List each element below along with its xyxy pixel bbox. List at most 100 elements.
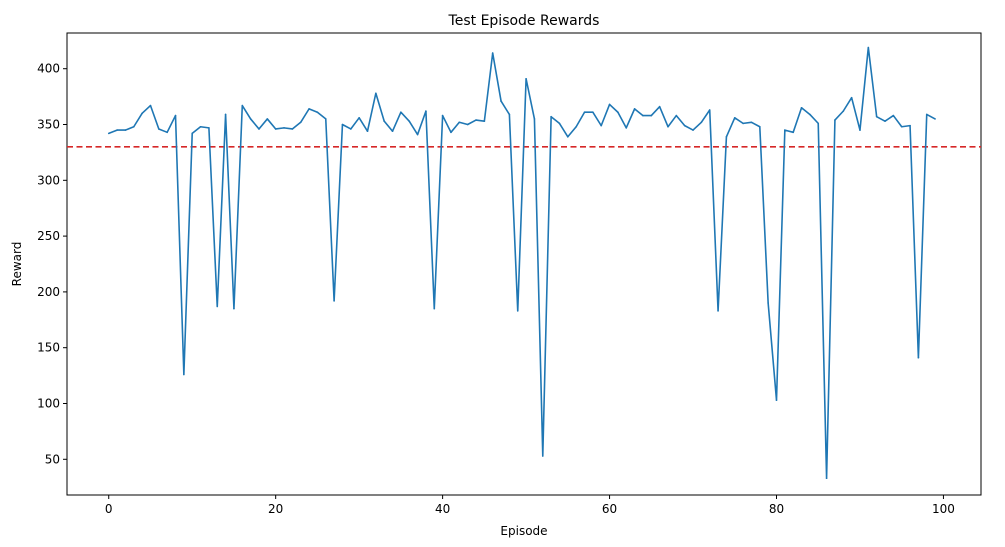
data-point [825, 477, 828, 480]
data-point [800, 106, 803, 109]
data-point [875, 115, 878, 118]
data-point [692, 129, 694, 131]
data-point [258, 128, 260, 130]
data-point [475, 119, 477, 121]
data-point [550, 115, 552, 118]
data-point [316, 111, 319, 114]
y-tick-label: 50 [45, 452, 60, 466]
y-tick-label: 200 [37, 285, 60, 299]
data-point [224, 113, 227, 116]
data-point [299, 121, 302, 124]
x-tick-label: 20 [268, 502, 283, 516]
y-axis-label: Reward [10, 242, 24, 287]
data-point [558, 122, 561, 125]
data-point [767, 302, 769, 304]
data-point [917, 356, 920, 359]
data-point [809, 113, 811, 116]
data-point [817, 122, 820, 125]
data-point [733, 117, 736, 119]
data-point [892, 114, 895, 117]
y-tick-label: 100 [37, 396, 60, 410]
data-point [266, 118, 269, 120]
data-point [742, 122, 744, 125]
data-point [834, 119, 836, 121]
data-point [667, 125, 669, 128]
data-point [283, 127, 285, 129]
data-point [525, 77, 527, 80]
y-tick-label: 300 [37, 173, 60, 187]
data-point [775, 399, 778, 401]
data-point [391, 130, 394, 132]
data-point [233, 307, 235, 310]
data-point [900, 125, 903, 128]
data-point [441, 114, 444, 117]
data-point [208, 127, 210, 129]
data-point [241, 104, 244, 107]
data-point [608, 103, 611, 106]
data-point [450, 131, 452, 134]
data-point [750, 121, 753, 124]
data-point [341, 123, 344, 126]
data-point [249, 118, 252, 120]
data-point [141, 112, 143, 115]
data-point [842, 110, 845, 112]
data-point [174, 114, 177, 117]
data-point [132, 125, 135, 128]
data-point [375, 92, 377, 95]
data-point [617, 111, 619, 114]
data-point [700, 121, 703, 124]
data-point [725, 135, 728, 138]
y-axis-ticks: 50 100 150 200 250 300 350 400 [37, 62, 67, 466]
data-point [583, 111, 586, 114]
data-point [859, 129, 861, 131]
data-point [191, 132, 194, 135]
data-point [400, 111, 402, 114]
data-point [483, 120, 486, 122]
data-point [675, 114, 678, 117]
data-point [116, 129, 118, 131]
data-point [358, 117, 360, 119]
data-point [683, 124, 686, 127]
y-tick-label: 400 [37, 62, 60, 76]
data-point [642, 114, 644, 117]
data-point [717, 310, 719, 312]
data-point [792, 131, 794, 134]
data-point [934, 118, 936, 120]
data-point [541, 455, 544, 457]
data-point [592, 111, 594, 114]
data-point [884, 120, 886, 122]
data-point [625, 127, 628, 129]
data-point [466, 123, 469, 126]
data-point [425, 110, 427, 112]
data-point [274, 128, 277, 130]
data-points [107, 46, 936, 480]
x-tick-label: 40 [435, 502, 450, 516]
data-point [216, 305, 219, 308]
data-point [516, 310, 519, 312]
data-point [149, 104, 152, 107]
y-tick-label: 350 [37, 118, 60, 132]
data-point [633, 108, 636, 110]
x-tick-label: 100 [932, 502, 955, 516]
data-point [366, 130, 369, 132]
data-point [650, 114, 653, 117]
data-point [658, 105, 661, 108]
data-point [324, 118, 327, 120]
y-tick-label: 250 [37, 229, 60, 243]
data-point [433, 307, 436, 310]
data-point [124, 129, 127, 131]
data-point [600, 124, 603, 127]
data-point [383, 120, 385, 122]
data-point [925, 113, 928, 116]
data-point [909, 124, 911, 127]
data-point [458, 121, 461, 124]
data-point [416, 133, 419, 136]
data-point [183, 373, 185, 376]
y-tick-label: 150 [37, 341, 60, 355]
x-tick-label: 60 [602, 502, 617, 516]
data-point [333, 300, 335, 302]
plot-frame [66, 32, 982, 496]
x-tick-label: 80 [769, 502, 784, 516]
data-point [500, 100, 502, 102]
